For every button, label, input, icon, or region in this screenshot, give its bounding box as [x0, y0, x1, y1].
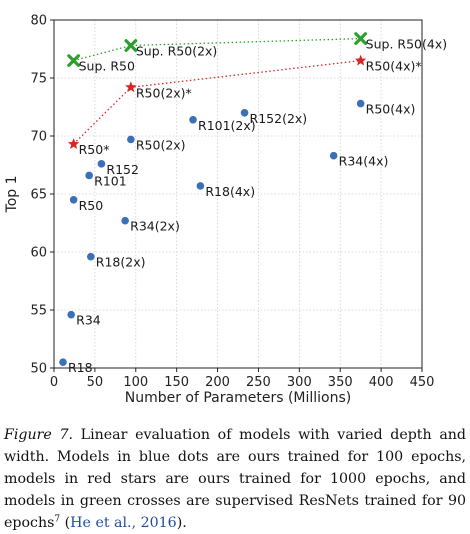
label-r50-4x: R50(4x)*	[366, 59, 422, 74]
y-axis-ticks: 50 55 60 65 70 75 80	[30, 14, 54, 377]
point-r101	[85, 172, 93, 180]
point-r152-2x	[241, 109, 249, 117]
label-r18-2x: R18(2x)	[96, 255, 146, 270]
label-sup-r50-2x: Sup. R50(2x)	[136, 44, 217, 59]
point-r50-2x	[127, 136, 135, 144]
point-r50	[70, 196, 78, 204]
x-tick-label: 200	[205, 375, 230, 390]
label-r34-4x: R34(4x)	[339, 154, 389, 169]
point-sup-r50-4x	[356, 34, 366, 44]
label-sup-r50: Sup. R50	[79, 59, 135, 74]
y-tick-label: 55	[30, 304, 47, 319]
label-r152: R152	[106, 162, 139, 177]
label-sup-r50-4x: Sup. R50(4x)	[366, 37, 447, 52]
figure-label: Figure 7.	[4, 427, 73, 443]
x-tick-label: 250	[246, 375, 271, 390]
label-r50: R50	[79, 198, 104, 213]
label-r18-4x: R18(4x)	[205, 184, 255, 199]
label-r34-2x: R34(2x)	[130, 219, 180, 234]
label-r50: R50*	[79, 142, 110, 157]
point-sup-r50-2x	[126, 41, 136, 51]
scatter-chart: 0 50 100 150 200 250 300 350 400 450 505560657075…	[0, 0, 470, 420]
point-r50-4x	[357, 100, 365, 108]
x-tick-label: 150	[164, 375, 189, 390]
label-r152-2x: R152(2x)	[250, 111, 308, 126]
point-r34-2x	[121, 217, 129, 225]
x-tick-label: 100	[123, 375, 148, 390]
x-tick-label: 350	[328, 375, 353, 390]
label-r50-2x: R50(2x)	[136, 137, 186, 152]
caption-close: ).	[177, 515, 187, 531]
point-r34	[67, 311, 75, 319]
point-labels: R18R34R50R101R152R18(2x)R34(2x)R50(2x)R1…	[68, 37, 447, 376]
point-r34-4x	[330, 152, 338, 160]
y-tick-label: 70	[30, 130, 47, 145]
label-r50-2x: R50(2x)*	[136, 85, 192, 100]
x-tick-label: 50	[87, 375, 104, 390]
point-sup-r50	[69, 56, 79, 66]
point-r50-2x	[125, 81, 136, 92]
x-axis-label: Number of Parameters (Millions)	[125, 390, 352, 406]
y-tick-label: 60	[30, 246, 47, 261]
caption-open-paren: (	[60, 515, 70, 531]
citation-link[interactable]: He et al., 2016	[70, 515, 177, 531]
x-axis-ticks: 0 50 100 150 200 250 300 350 400 450	[50, 368, 435, 390]
y-axis-label: Top 1	[4, 176, 20, 214]
point-r152	[98, 160, 106, 168]
point-r50	[68, 138, 79, 149]
x-tick-label: 450	[410, 375, 435, 390]
point-r50-4x	[355, 55, 366, 66]
figure-caption: Figure 7. Linear evaluation of models wi…	[4, 424, 466, 534]
y-tick-label: 65	[30, 188, 47, 203]
label-r34: R34	[76, 313, 101, 328]
y-tick-label: 80	[30, 14, 47, 29]
label-r101-2x: R101(2x)	[198, 118, 256, 133]
point-r18	[59, 358, 67, 366]
label-r50-4x: R50(4x)	[366, 102, 416, 117]
data-marks	[59, 34, 366, 366]
point-r18-4x	[197, 182, 205, 190]
x-tick-label: 300	[287, 375, 312, 390]
x-tick-label: 0	[50, 375, 58, 390]
y-tick-label: 50	[30, 362, 47, 377]
y-tick-label: 75	[30, 72, 47, 87]
point-r101-2x	[189, 116, 197, 124]
point-r18-2x	[87, 253, 95, 261]
label-r18: R18	[68, 360, 93, 375]
x-tick-label: 400	[369, 375, 394, 390]
